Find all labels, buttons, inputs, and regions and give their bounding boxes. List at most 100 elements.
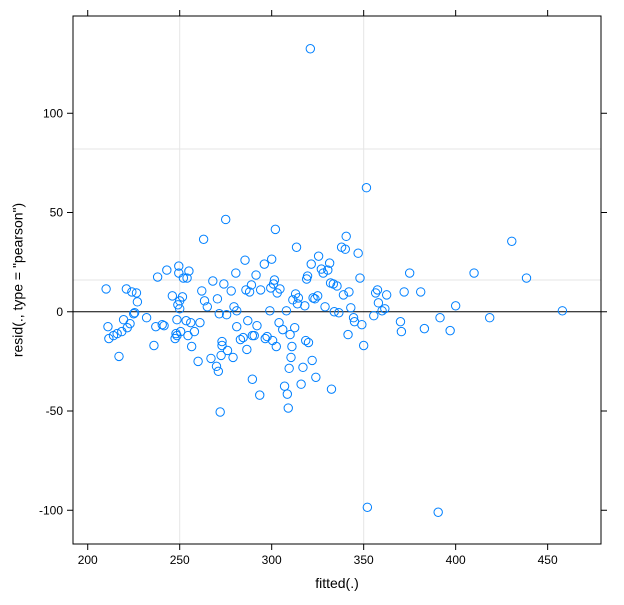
data-point bbox=[213, 366, 224, 377]
data-point bbox=[231, 268, 241, 278]
data-point bbox=[152, 272, 163, 282]
data-point bbox=[369, 311, 379, 321]
y-tick-label: 0 bbox=[56, 305, 63, 319]
data-point bbox=[265, 306, 275, 316]
data-point bbox=[252, 320, 262, 331]
data-point bbox=[212, 294, 223, 304]
data-point bbox=[305, 44, 316, 54]
data-point bbox=[129, 309, 139, 319]
data-point bbox=[355, 273, 365, 283]
data-point bbox=[445, 325, 455, 336]
data-point bbox=[281, 306, 292, 316]
data-point bbox=[255, 285, 266, 295]
data-point bbox=[292, 299, 303, 309]
data-point bbox=[149, 340, 159, 351]
data-point bbox=[197, 286, 207, 296]
data-point bbox=[311, 372, 321, 382]
data-point bbox=[174, 261, 184, 271]
data-point bbox=[469, 268, 479, 278]
x-tick-label: 300 bbox=[262, 553, 282, 567]
data-point bbox=[104, 333, 114, 344]
data-point bbox=[260, 333, 270, 344]
x-tick-label: 250 bbox=[170, 553, 190, 567]
data-point bbox=[343, 329, 353, 340]
data-point bbox=[118, 314, 129, 325]
data-point bbox=[326, 384, 337, 394]
x-tick-label: 400 bbox=[446, 553, 466, 567]
data-point bbox=[270, 224, 281, 235]
data-point bbox=[300, 301, 310, 311]
data-point bbox=[170, 333, 180, 344]
data-point bbox=[286, 352, 296, 363]
data-point bbox=[278, 324, 288, 335]
data-point bbox=[219, 279, 229, 289]
data-point bbox=[208, 276, 218, 286]
y-tick-label: -100 bbox=[39, 503, 63, 517]
data-point bbox=[240, 255, 250, 265]
data-point bbox=[340, 244, 350, 254]
data-point bbox=[132, 297, 143, 307]
data-point bbox=[198, 234, 209, 245]
data-point bbox=[157, 319, 167, 330]
data-point bbox=[262, 331, 272, 342]
data-point bbox=[242, 344, 252, 355]
data-point bbox=[181, 315, 191, 326]
data-point bbox=[312, 291, 323, 301]
data-point bbox=[101, 284, 111, 294]
data-point bbox=[373, 298, 384, 308]
data-point bbox=[301, 335, 311, 346]
data-point bbox=[450, 301, 461, 311]
data-point bbox=[259, 259, 270, 269]
data-point bbox=[243, 315, 253, 326]
data-point bbox=[171, 328, 181, 339]
y-tick-label: -50 bbox=[46, 404, 64, 418]
data-point bbox=[255, 390, 265, 400]
data-point bbox=[289, 322, 300, 333]
data-point bbox=[507, 236, 517, 246]
data-point bbox=[293, 293, 304, 303]
data-point bbox=[435, 313, 445, 323]
x-tick-label: 200 bbox=[78, 553, 98, 567]
data-point bbox=[557, 306, 568, 316]
data-point bbox=[399, 287, 409, 297]
data-point bbox=[296, 379, 306, 389]
data-point bbox=[235, 334, 246, 345]
data-point bbox=[220, 214, 231, 225]
data-point bbox=[282, 389, 293, 399]
data-point bbox=[381, 290, 392, 300]
data-point bbox=[310, 294, 320, 304]
plot-frame bbox=[72, 15, 602, 545]
x-tick-label: 450 bbox=[538, 553, 558, 567]
data-point bbox=[183, 330, 193, 341]
data-point bbox=[358, 340, 369, 351]
data-point bbox=[232, 306, 242, 316]
data-point bbox=[211, 361, 222, 372]
data-point bbox=[284, 363, 294, 374]
data-point bbox=[202, 302, 212, 312]
data-point bbox=[267, 335, 278, 346]
data-point bbox=[404, 268, 415, 278]
data-point bbox=[222, 345, 233, 356]
data-point bbox=[287, 341, 297, 352]
data-point bbox=[484, 313, 495, 323]
data-point bbox=[323, 265, 333, 275]
data-point bbox=[247, 374, 258, 384]
data-point bbox=[370, 288, 381, 298]
data-point bbox=[189, 326, 200, 337]
data-point bbox=[184, 266, 194, 276]
data-point bbox=[348, 313, 359, 323]
y-tick-label: 50 bbox=[50, 206, 64, 220]
data-point bbox=[307, 355, 317, 366]
data-point bbox=[298, 362, 308, 373]
data-point bbox=[372, 285, 383, 295]
data-point bbox=[320, 302, 330, 312]
x-axis-label: fitted(.) bbox=[315, 575, 359, 591]
data-point bbox=[283, 403, 293, 413]
data-point bbox=[361, 182, 372, 193]
data-point bbox=[214, 309, 224, 319]
data-point bbox=[318, 268, 328, 278]
data-point bbox=[324, 258, 335, 268]
data-point bbox=[221, 310, 232, 320]
data-point bbox=[175, 326, 186, 337]
data-point bbox=[244, 287, 255, 297]
